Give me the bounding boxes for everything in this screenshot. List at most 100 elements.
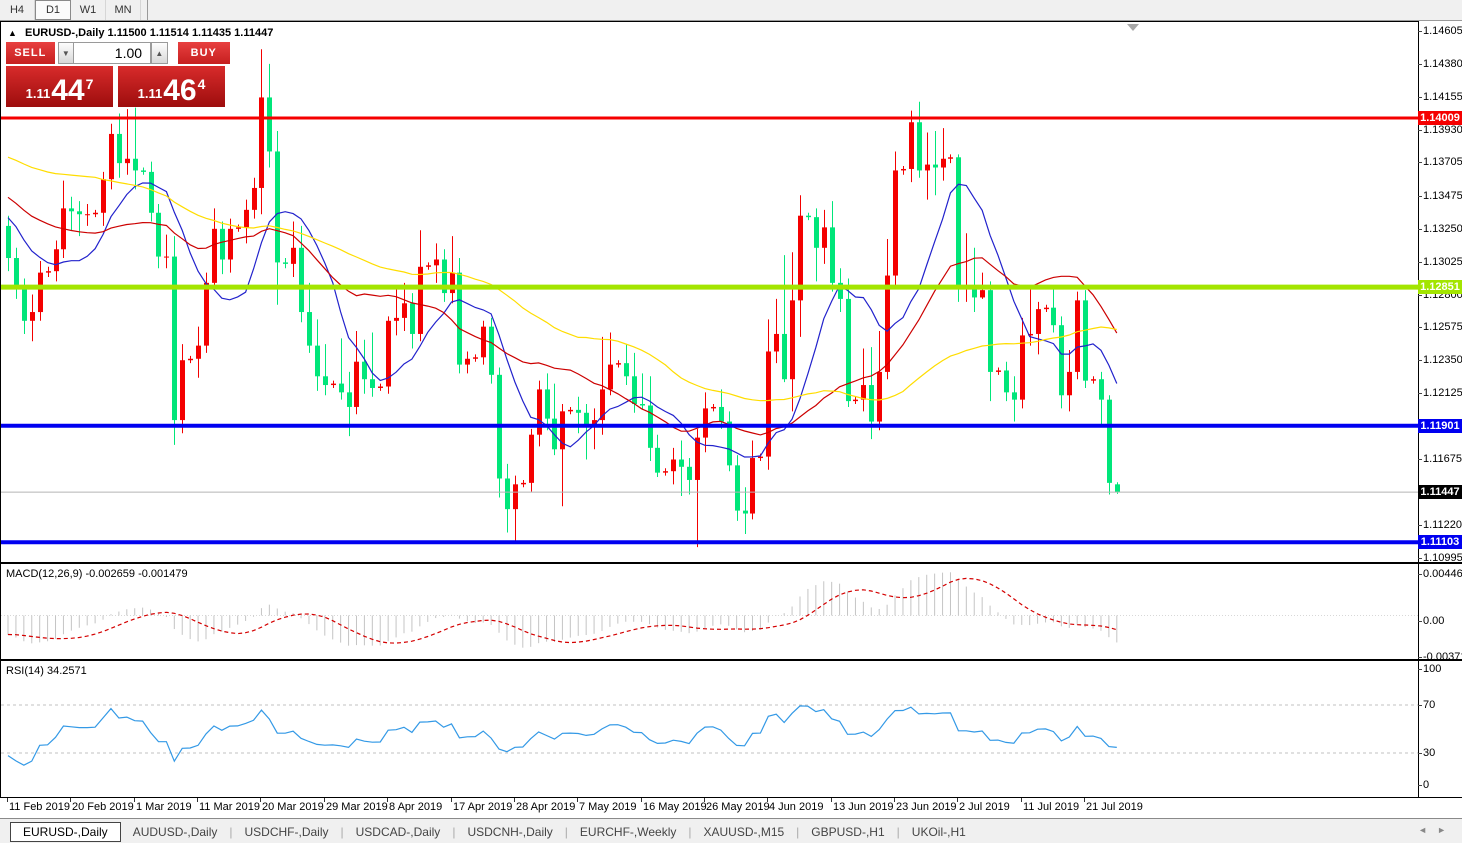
chart-tab-USDCAD-Daily[interactable]: USDCAD-,Daily — [355, 824, 441, 839]
candlestick-chart[interactable] — [1, 22, 1418, 562]
sell-button[interactable]: SELL — [6, 42, 55, 64]
price-axis-tick — [1418, 261, 1422, 263]
tab-separator: | — [564, 824, 568, 839]
main-chart-panel[interactable] — [0, 21, 1419, 563]
date-axis-tick — [577, 798, 578, 802]
date-axis-label: 16 May 2019 — [643, 801, 707, 813]
date-axis-label: 26 May 2019 — [706, 801, 770, 813]
current-price-badge: 1.11447 — [1418, 485, 1462, 500]
collapse-trade-panel-icon[interactable]: ▲ — [8, 28, 17, 38]
rsi-panel[interactable] — [0, 661, 1419, 797]
timeframe-button-H4[interactable]: H4 — [0, 0, 35, 20]
date-axis-label: 7 May 2019 — [579, 801, 637, 813]
date-axis-label: 23 Jun 2019 — [896, 801, 957, 813]
tab-separator: | — [896, 824, 900, 839]
price-axis-label: 1.14380 — [1423, 57, 1462, 70]
rsi-axis-tick — [1418, 785, 1422, 786]
price-axis-label: 1.13705 — [1423, 156, 1462, 169]
price-axis-label: 1.13250 — [1423, 222, 1462, 235]
chart-tab-UKOil-H1[interactable]: UKOil-,H1 — [911, 824, 966, 839]
date-axis: 11 Feb 2019 20 Feb 2019 1 Mar 2019 11 Mar 2… — [0, 798, 1417, 817]
date-axis-label: 8 Apr 2019 — [389, 801, 443, 813]
rsi-axis-label: 30 — [1423, 747, 1436, 759]
sell-price-big: 44 — [51, 74, 85, 107]
date-axis-label: 29 Mar 2019 — [326, 801, 388, 813]
price-axis-label: 1.14605 — [1423, 25, 1462, 37]
price-axis-label: 1.10995 — [1423, 552, 1462, 565]
timeframe-button-MN[interactable]: MN — [106, 0, 141, 20]
toolbar-separator — [147, 0, 148, 20]
panel-divider[interactable] — [0, 562, 1462, 564]
volume-input[interactable] — [73, 42, 152, 64]
macd-axis-label: 0.00 — [1423, 615, 1445, 627]
rsi-axis-tick — [1418, 669, 1422, 670]
date-axis-label: 20 Feb 2019 — [72, 801, 134, 813]
rsi-chart — [1, 704, 1418, 766]
chart-tab-USDCNH-Daily[interactable]: USDCNH-,Daily — [467, 824, 553, 839]
tab-separator: | — [229, 824, 233, 839]
price-axis-tick — [1418, 129, 1422, 131]
price-axis-tick — [1418, 195, 1422, 197]
buy-price-display[interactable]: 1.11 46 4 — [118, 66, 225, 107]
rsi-axis-tick — [1418, 753, 1422, 754]
price-axis-tick — [1418, 458, 1422, 460]
volume-increase-button[interactable]: ▲ — [151, 42, 168, 64]
volume-decrease-button[interactable]: ▼ — [57, 42, 74, 64]
price-axis-tick — [1418, 558, 1422, 560]
buy-button[interactable]: BUY — [177, 42, 230, 64]
tab-scroll-left-icon[interactable]: ◄ — [1418, 825, 1438, 835]
date-axis-label: 1 Mar 2019 — [136, 801, 192, 813]
tab-scroll-right-icon[interactable]: ► — [1437, 825, 1456, 835]
chart-shift-marker-icon[interactable] — [1127, 24, 1139, 31]
macd-panel[interactable] — [0, 564, 1419, 659]
timeframe-toolbar: H4 D1 W1 MN — [0, 0, 1462, 21]
chart-tab-AUDUSD-Daily[interactable]: AUDUSD-,Daily — [132, 824, 218, 839]
date-axis-label: 4 Jun 2019 — [769, 801, 824, 813]
sell-price-display[interactable]: 1.11 44 7 — [6, 66, 113, 107]
buy-price-prefix: 1.11 — [137, 86, 163, 101]
macd-chart — [1, 572, 1418, 648]
date-axis-tick — [514, 798, 515, 802]
macd-label: MACD(12,26,9) -0.002659 -0.001479 — [6, 568, 188, 580]
timeframe-button-W1[interactable]: W1 — [71, 0, 106, 20]
price-axis-label: 1.13475 — [1423, 189, 1462, 202]
price-axis-tick — [1418, 360, 1422, 362]
chart-tab-EURUSD-Daily[interactable]: EURUSD-,Daily — [10, 821, 121, 842]
rsi-axis-tick — [1418, 705, 1422, 706]
macd-axis-tick — [1418, 574, 1422, 575]
chart-tab-bar: EURUSD-,Daily AUDUSD-,Daily | USDCHF-,Daily… — [0, 818, 1462, 843]
date-axis-tick — [1084, 798, 1085, 802]
macd-axis-tick — [1418, 657, 1422, 658]
chart-tab-XAUUSD-M15[interactable]: XAUUSD-,M15 — [703, 824, 785, 839]
price-axis-label: 1.14155 — [1423, 90, 1462, 103]
timeframe-button-D1[interactable]: D1 — [35, 0, 71, 20]
date-axis-label: 17 Apr 2019 — [453, 801, 513, 813]
date-axis-tick — [451, 798, 452, 802]
price-level-badge: 1.11901 — [1418, 418, 1462, 433]
date-axis-label: 28 Apr 2019 — [516, 801, 576, 813]
price-axis-tick — [1418, 525, 1422, 527]
price-level-badge: 1.14009 — [1418, 111, 1462, 126]
tab-separator: | — [796, 824, 800, 839]
date-axis-tick — [831, 798, 832, 802]
sell-price-prefix: 1.11 — [25, 86, 51, 101]
price-axis-tick — [1418, 63, 1422, 65]
price-axis-label: 1.12350 — [1423, 354, 1462, 367]
ohlc-values: 1.11500 1.11514 1.11435 1.11447 — [107, 27, 274, 39]
price-axis-tick — [1418, 228, 1422, 230]
chart-tab-USDCHF-Daily[interactable]: USDCHF-,Daily — [244, 824, 329, 839]
tab-separator: | — [688, 824, 692, 839]
panel-divider[interactable] — [0, 659, 1462, 661]
date-axis-tick — [70, 798, 71, 802]
price-axis-tick — [1418, 162, 1422, 164]
price-axis-tick — [1418, 31, 1422, 32]
macd-axis-label: 0.004465 — [1423, 568, 1462, 580]
macd-axis-label: -0.003715 — [1423, 651, 1462, 663]
date-axis-tick — [1021, 798, 1022, 802]
chart-tab-GBPUSD-H1[interactable]: GBPUSD-,H1 — [811, 824, 885, 839]
chart-tab-EURCHF-Weekly[interactable]: EURCHF-,Weekly — [579, 824, 677, 839]
price-axis-label: 1.13025 — [1423, 255, 1462, 268]
panel-divider — [0, 797, 1462, 798]
tab-scroll-arrows: ◄► — [1418, 825, 1456, 835]
